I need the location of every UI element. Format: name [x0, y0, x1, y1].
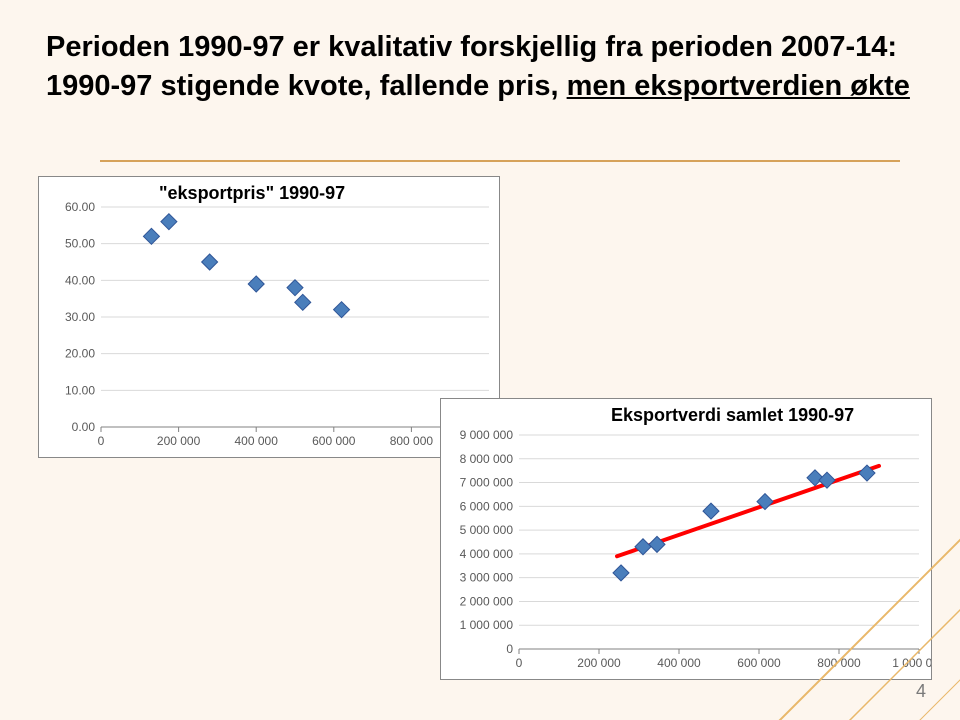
svg-text:6 000 000: 6 000 000: [460, 499, 514, 513]
slide: Perioden 1990-97 er kvalitativ forskjell…: [0, 0, 960, 720]
svg-text:20.00: 20.00: [65, 347, 95, 361]
chart-eksportverdi-svg: 0 1 000 000 2 000 000 3 000 000 4 000 000 5 0…: [441, 399, 931, 679]
svg-text:50.00: 50.00: [65, 237, 95, 251]
svg-text:2 000 000: 2 000 000: [460, 594, 514, 608]
svg-text:800 000: 800 000: [817, 656, 861, 670]
title-underlined: men eksportverdien økte: [567, 70, 910, 102]
svg-text:1 000 000: 1 000 000: [892, 656, 931, 670]
svg-text:Eksportverdi samlet 1990-97: Eksportverdi samlet 1990-97: [611, 405, 854, 425]
svg-text:5 000 000: 5 000 000: [460, 523, 514, 537]
title-line1: Perioden 1990-97 er kvalitativ forskjell…: [46, 31, 897, 63]
svg-text:400 000: 400 000: [657, 656, 701, 670]
svg-text:400 000: 400 000: [235, 434, 279, 448]
chart-eksportpris-svg: 0.00 10.00 20.00 30.00 40.00 50.00 60.00 0 200 0…: [39, 177, 499, 457]
chart-eksportpris: 0.00 10.00 20.00 30.00 40.00 50.00 60.00 0 200 0…: [38, 176, 500, 458]
svg-text:40.00: 40.00: [65, 273, 95, 287]
svg-text:3 000 000: 3 000 000: [460, 571, 514, 585]
svg-text:0.00: 0.00: [72, 420, 96, 434]
svg-text:4 000 000: 4 000 000: [460, 547, 514, 561]
svg-text:9 000 000: 9 000 000: [460, 428, 514, 442]
chart-eksportverdi: 0 1 000 000 2 000 000 3 000 000 4 000 000 5 0…: [440, 398, 932, 680]
svg-text:8 000 000: 8 000 000: [460, 452, 514, 466]
svg-text:10.00: 10.00: [65, 383, 95, 397]
svg-text:7 000 000: 7 000 000: [460, 476, 514, 490]
page-number: 4: [916, 681, 926, 702]
svg-text:0: 0: [516, 656, 523, 670]
svg-text:600 000: 600 000: [312, 434, 356, 448]
svg-text:60.00: 60.00: [65, 200, 95, 214]
svg-text:200 000: 200 000: [157, 434, 201, 448]
horizontal-rule: [100, 160, 900, 162]
svg-text:0: 0: [98, 434, 105, 448]
svg-text:30.00: 30.00: [65, 310, 95, 324]
page-title: Perioden 1990-97 er kvalitativ forskjell…: [46, 28, 920, 106]
svg-text:"eksportpris" 1990-97: "eksportpris" 1990-97: [159, 183, 345, 203]
title-line2: 1990-97 stigende kvote, fallende pris,: [46, 70, 567, 102]
svg-text:800 000: 800 000: [390, 434, 434, 448]
svg-text:0: 0: [506, 642, 513, 656]
svg-text:200 000: 200 000: [577, 656, 621, 670]
svg-text:1 000 000: 1 000 000: [460, 618, 514, 632]
svg-text:600 000: 600 000: [737, 656, 781, 670]
